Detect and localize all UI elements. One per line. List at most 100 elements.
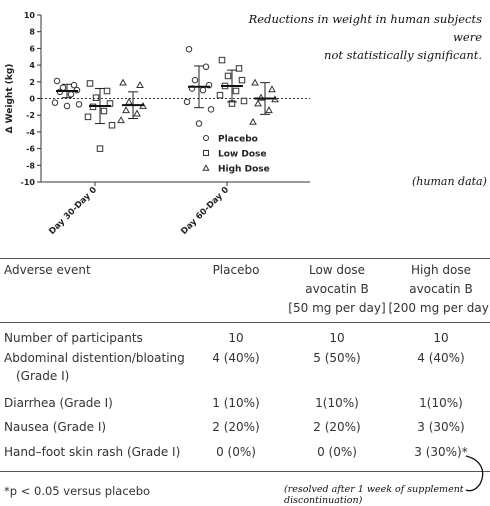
table-footnote: *p < 0.05 versus placebo [4, 484, 150, 498]
high-dose-point [268, 85, 276, 93]
placebo-point [188, 85, 196, 92]
legend-marker [203, 150, 209, 156]
table-header-line: avocatin B [409, 282, 473, 296]
high-dose-point [117, 116, 125, 124]
placebo-point [63, 102, 71, 110]
low-dose-point [224, 72, 232, 80]
table-bottom-rule [0, 471, 490, 472]
placebo-point [67, 91, 75, 98]
table-cell-placebo: 10 [228, 331, 244, 345]
y-tick-label: 10 [24, 11, 36, 20]
weight-change-chart: 10 8 6 4 2 0 -2 -4 -6 -8 -10 Δ Weight (kg) Day 30-Da… [5, 11, 310, 237]
y-tick-label: 2 [29, 78, 35, 87]
legend-marker [203, 135, 209, 141]
table-row-event: Diarrhea (Grade I) [4, 396, 113, 410]
placebo-point [75, 101, 83, 108]
significance-annotation-line2: not statistically significant. [324, 48, 482, 62]
y-tick-label: -4 [26, 128, 35, 137]
x-tick-label: Day 60-Day 0 [179, 185, 231, 237]
table-cell-high-dose: 4 (40%) [417, 351, 465, 365]
low-dose-point [216, 91, 224, 99]
table-header-cell: Placebo [176, 261, 296, 280]
placebo-point [195, 120, 203, 127]
table-header-line: Placebo [212, 263, 260, 277]
high-dose-point [251, 78, 259, 86]
placebo-point [183, 98, 191, 106]
table-header-line: Adverse event [4, 263, 91, 277]
placebo-point [185, 45, 193, 53]
y-tick-label: -8 [26, 161, 35, 170]
annotation-arrow [465, 455, 484, 492]
table-header-line: [200 mg per day] [388, 301, 490, 315]
annotation-arrow-path [465, 455, 484, 492]
placebo-point [191, 76, 199, 84]
y-tick-label: 0 [29, 95, 35, 104]
table-cell-high-dose: 3 (30%)* [414, 445, 468, 459]
high-dose-point [257, 93, 265, 101]
table-row-event: (Grade I) [16, 369, 70, 383]
low-dose-point [86, 80, 94, 87]
table-row-event: Nausea (Grade I) [4, 420, 107, 434]
table-cell-low-dose: 0 (0%) [317, 445, 357, 459]
table-header-cell: Low dose avocatin B [50 mg per day] [277, 261, 397, 318]
table-header-line: avocatin B [305, 282, 369, 296]
y-tick-label: 6 [29, 44, 35, 53]
high-dose-point [249, 117, 257, 125]
table-header-line: Low dose [308, 263, 366, 277]
legend-marker [202, 164, 210, 171]
placebo-point [51, 99, 59, 106]
table-header-cell: High dose avocatin B [200 mg per day] [381, 261, 490, 318]
table-top-rule [0, 258, 490, 259]
resolved-annotation: (resolved after 1 week of supplement dis… [284, 484, 464, 506]
high-dose-point [133, 109, 141, 117]
y-axis-title: Δ Weight (kg) [5, 64, 15, 134]
table-cell-low-dose: 5 (50%) [313, 351, 361, 365]
low-dose-point [96, 145, 104, 152]
table-cell-high-dose: 1(10%) [419, 396, 463, 410]
table-cell-high-dose: 3 (30%) [417, 420, 465, 434]
low-dose-point [240, 97, 248, 105]
table-cell-low-dose: 1(10%) [315, 396, 359, 410]
placebo-point [207, 106, 215, 113]
placebo-point [205, 81, 213, 89]
table-cell-high-dose: 10 [433, 331, 449, 345]
high-dose-point [136, 81, 144, 89]
x-tick-label: Day 30-Day 0 [47, 185, 99, 237]
high-dose-point [265, 106, 273, 114]
table-row-event: Abdominal distention/bloating [4, 351, 185, 365]
placebo-point [199, 86, 207, 94]
y-tick-label: 4 [29, 61, 35, 70]
low-dose-point [218, 56, 226, 64]
table-header-line: [50 mg per day] [288, 301, 386, 315]
table-row-event: Number of participants [4, 331, 143, 345]
low-dose-point [235, 65, 243, 72]
table-cell-low-dose: 2 (20%) [313, 420, 361, 434]
low-dose-point [92, 94, 100, 101]
low-dose-point [100, 107, 108, 115]
high-dose-point [122, 106, 130, 114]
low-dose-point [232, 87, 240, 95]
table-header-cell: Adverse event [4, 261, 91, 280]
human-data-annotation: (human data) [412, 175, 487, 188]
table-cell-placebo: 2 (20%) [212, 420, 260, 434]
legend-label: High Dose [218, 165, 270, 175]
significance-annotation: Reductions in weight in human subjects w… [242, 10, 482, 64]
high-dose-point [119, 78, 127, 86]
y-tick-label: -6 [26, 145, 35, 154]
placebo-point [70, 81, 78, 89]
y-tick-label: 8 [29, 28, 35, 37]
table-row-event: Hand–foot skin rash (Grade I) [4, 445, 181, 459]
significance-annotation-line1: Reductions in weight in human subjects w… [248, 12, 482, 44]
low-dose-point [108, 121, 116, 129]
legend-label: Low Dose [218, 150, 266, 160]
table-cell-placebo: 1 (10%) [212, 396, 260, 410]
table-cell-placebo: 0 (0%) [216, 445, 256, 459]
table-cell-low-dose: 10 [329, 331, 345, 345]
low-dose-point [103, 87, 111, 95]
high-dose-point [254, 99, 262, 107]
y-tick-label: -2 [26, 111, 35, 120]
y-tick-label: -10 [21, 178, 36, 187]
placebo-point [202, 63, 210, 71]
table-cell-placebo: 4 (40%) [212, 351, 260, 365]
low-dose-point [238, 76, 246, 84]
